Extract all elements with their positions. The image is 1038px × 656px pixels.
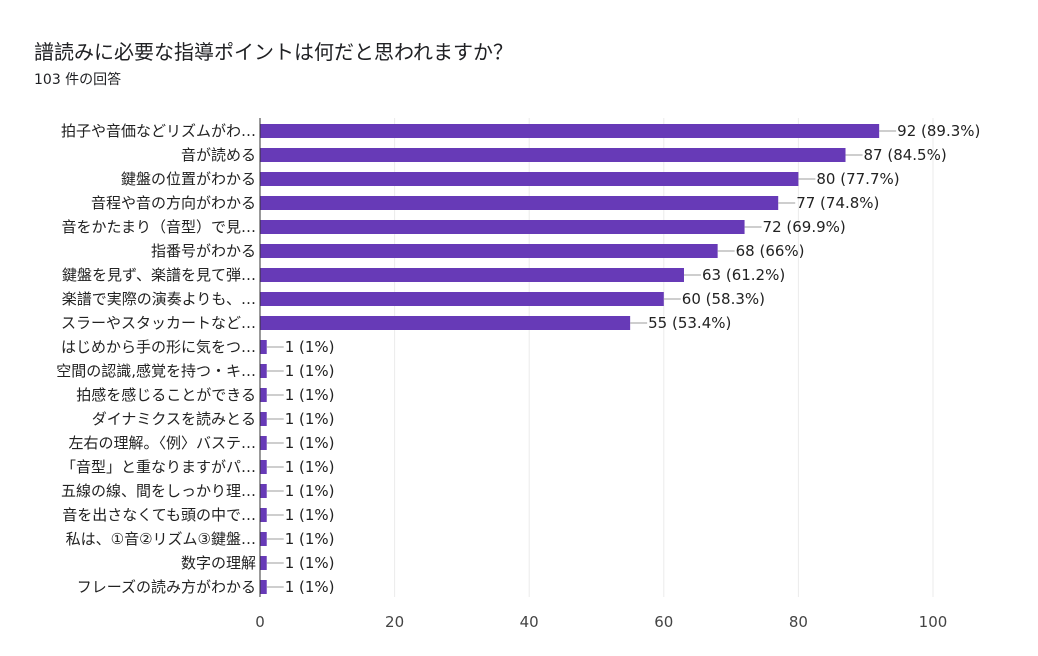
- bar: [260, 172, 799, 186]
- data-label: 77 (74.8%): [796, 194, 879, 212]
- x-tick-label: 20: [385, 613, 404, 631]
- data-label: 72 (69.9%): [763, 218, 846, 236]
- bar: [260, 532, 267, 546]
- data-label: 60 (58.3%): [682, 290, 765, 308]
- category-label: 拍感を感じることができる: [76, 386, 256, 404]
- data-label: 63 (61.2%): [702, 266, 785, 284]
- category-label: 指番号がわかる: [151, 242, 256, 260]
- data-label: 1 (1%): [285, 458, 335, 476]
- category-label: 楽譜で実際の演奏よりも、…: [62, 290, 256, 308]
- category-label: フレーズの読み方がわかる: [77, 578, 256, 596]
- bar: [260, 508, 267, 522]
- gridlines: [394, 118, 934, 597]
- bar: [260, 364, 267, 378]
- bar: [260, 388, 267, 402]
- bar: [260, 124, 880, 138]
- data-label: 55 (53.4%): [648, 314, 731, 332]
- category-label: 音をかたまり（音型）で見…: [61, 218, 256, 236]
- category-label: 拍子や音価などリズムがわ…: [61, 122, 256, 140]
- bar: [260, 436, 267, 450]
- category-label: 鍵盤を見ず、楽譜を見て弾…: [62, 266, 256, 284]
- data-label: 80 (77.7%): [816, 170, 899, 188]
- bar: [260, 244, 718, 258]
- bar: [260, 484, 267, 498]
- category-label: スラーやスタッカートなど…: [61, 314, 256, 332]
- category-label: 私は、①音②リズム③鍵盤…: [66, 530, 256, 548]
- labels: 0 20 40 60 80 100 拍子や音価などリズムがわ… 92 (89.3%) 音が読める…: [56, 122, 980, 631]
- x-tick-label: 80: [789, 613, 808, 631]
- category-label: ダイナミクスを読みとる: [92, 410, 256, 428]
- x-tick-label: 0: [255, 613, 265, 631]
- data-label: 1 (1%): [285, 506, 335, 524]
- bar: [260, 580, 267, 594]
- bar: [260, 412, 267, 426]
- bar: [260, 556, 267, 570]
- category-label: 鍵盤の位置がわかる: [121, 170, 256, 188]
- x-tick-label: 100: [919, 613, 948, 631]
- data-label: 1 (1%): [285, 554, 335, 572]
- category-label: 音程や音の方向がわかる: [91, 194, 256, 212]
- data-label: 87 (84.5%): [864, 146, 947, 164]
- data-label: 1 (1%): [285, 338, 335, 356]
- data-label: 1 (1%): [285, 434, 335, 452]
- category-label: 音を出さなくても頭の中で…: [62, 506, 256, 524]
- bar: [260, 148, 846, 162]
- data-label: 1 (1%): [285, 410, 335, 428]
- category-label: 数字の理解: [181, 554, 256, 572]
- data-label: 1 (1%): [285, 362, 335, 380]
- category-label: 五線の線、間をしっかり理…: [61, 482, 256, 500]
- category-label: 空間の認識,感覚を持つ・キ…: [56, 362, 256, 380]
- bar: [260, 316, 631, 330]
- x-tick-label: 40: [520, 613, 539, 631]
- data-label: 1 (1%): [285, 482, 335, 500]
- data-label: 1 (1%): [285, 530, 335, 548]
- bar: [260, 292, 664, 306]
- response-count: 103 件の回答: [34, 72, 122, 88]
- category-label: 「音型」と重なりますがパ…: [61, 458, 256, 476]
- data-label: 92 (89.3%): [897, 122, 980, 140]
- data-label: 1 (1%): [285, 578, 335, 596]
- x-tick-label: 60: [654, 613, 673, 631]
- bars: [260, 124, 880, 594]
- bar: [260, 220, 745, 234]
- data-label: 68 (66%): [736, 242, 805, 260]
- data-label: 1 (1%): [285, 386, 335, 404]
- category-label: はじめから手の形に気をつ…: [61, 338, 256, 356]
- bar: [260, 340, 267, 354]
- category-label: 音が読める: [181, 146, 256, 164]
- bar: [260, 196, 779, 210]
- chart-title: 譜読みに必要な指導ポイントは何だと思われますか？: [34, 40, 513, 64]
- bar: [260, 268, 684, 282]
- bar: [260, 460, 267, 474]
- category-label: 左右の理解。〈例〉バステ…: [68, 434, 256, 452]
